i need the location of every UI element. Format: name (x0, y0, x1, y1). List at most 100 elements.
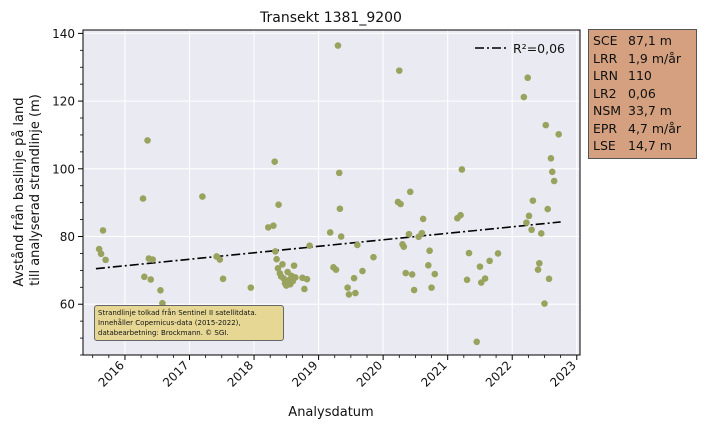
statistics-box: SCE 87,1 m LRR 1,9 m/år LRN 110 LR2 0,06… (588, 29, 697, 159)
data-point (144, 137, 151, 144)
y-tick-label: 60 (60, 298, 75, 312)
data-point (326, 229, 334, 236)
credit-line: Strandlinje tolkad från Sentinel II sate… (98, 309, 257, 317)
chart-title: Transekt 1381_9200 (259, 10, 402, 26)
data-point (419, 215, 427, 223)
stat-label: LSE (593, 138, 616, 153)
grid-lines (83, 30, 580, 355)
stat-row-nsm: NSM 33,7 m (593, 102, 692, 120)
stat-label: LR2 (593, 85, 617, 101)
stat-label: LRR (593, 50, 618, 66)
stat-row-lrr: LRR 1,9 m/år (593, 50, 692, 68)
stat-value: 0,06 (628, 85, 656, 101)
data-point (344, 284, 351, 291)
data-point (274, 265, 282, 272)
stat-value: 4,7 m/år (628, 120, 682, 136)
data-point (336, 205, 344, 213)
data-point (332, 266, 340, 273)
trend-line (95, 221, 561, 270)
data-point (465, 249, 473, 257)
data-point (555, 130, 562, 138)
data-point (370, 253, 377, 261)
x-tick-label: 2021 (418, 358, 449, 389)
data-points (95, 42, 562, 346)
data-point (219, 275, 227, 283)
data-point (301, 285, 308, 293)
data-point (334, 42, 342, 49)
data-point (425, 261, 432, 269)
data-point (279, 260, 286, 268)
data-point (149, 256, 157, 263)
data-point (428, 284, 435, 291)
data-point (350, 274, 358, 282)
data-point (481, 275, 489, 282)
legend-label: R²=0,06 (513, 41, 565, 56)
x-tick-label: 2018 (225, 358, 256, 389)
data-point (536, 259, 543, 267)
data-point (410, 286, 418, 294)
data-point (520, 93, 528, 101)
stat-value: 14,7 m (628, 138, 672, 153)
x-axis-label: Analysdatum (288, 405, 373, 420)
data-point (216, 256, 224, 263)
y-axis-label-line-2: till analyserad strandlinje (m) (28, 94, 43, 286)
stat-label: LRN (593, 68, 618, 83)
stat-row-lrn: LRN 110 (593, 67, 692, 85)
data-point (486, 257, 493, 265)
data-point (271, 158, 279, 165)
data-point (548, 168, 556, 176)
data-point (102, 256, 109, 264)
data-point (547, 155, 555, 162)
stat-label: SCE (593, 33, 618, 48)
stat-value: 33,7 m (628, 103, 672, 118)
data-point (406, 188, 414, 196)
credit-line: databearbetning: Brockmann. © SGI. (98, 329, 229, 337)
data-point (523, 219, 530, 226)
data-point (292, 274, 299, 281)
data-point (157, 287, 164, 294)
stat-value: 110 (628, 68, 652, 83)
legend: R²=0,06 (475, 41, 565, 56)
y-tick-label: 80 (60, 230, 75, 244)
stat-label: NSM (593, 103, 622, 118)
x-tick-label: 2023 (547, 358, 578, 389)
x-tick-label: 2017 (160, 358, 191, 389)
y-axis-label: Avstånd från baslinje på land till analy… (12, 93, 43, 286)
data-point (275, 201, 282, 208)
stat-label: EPR (593, 120, 618, 136)
trend-layer (95, 221, 561, 270)
plot-border (82, 29, 581, 356)
data-point (272, 248, 279, 255)
data-point (359, 267, 366, 275)
data-point (402, 269, 410, 277)
data-point (476, 263, 484, 270)
data-point (418, 229, 426, 237)
data-point (395, 67, 403, 74)
data-point (337, 233, 345, 240)
data-point (306, 242, 313, 249)
data-point (199, 193, 206, 200)
data-point (397, 200, 404, 208)
stat-row-sce: SCE 87,1 m (593, 32, 692, 50)
data-point (534, 266, 542, 273)
data-point (458, 166, 466, 173)
data-point (345, 291, 353, 298)
data-point (545, 275, 553, 283)
data-point (97, 250, 105, 258)
data-point (528, 226, 535, 234)
x-tick-label: 2019 (289, 358, 320, 389)
data-point (463, 276, 471, 284)
stat-row-lr2: LR2 0,06 (593, 85, 692, 103)
data-point (541, 300, 548, 307)
data-point (473, 338, 481, 346)
y-tick-label: 120 (52, 95, 75, 109)
data-point (303, 275, 311, 283)
data-point (400, 243, 408, 250)
data-credit-box: Strandlinje tolkad från Sentinel II sate… (94, 305, 284, 341)
data-point (542, 121, 550, 129)
data-point (537, 230, 545, 237)
data-point (247, 284, 255, 291)
data-point (457, 211, 464, 219)
data-point (139, 195, 147, 202)
